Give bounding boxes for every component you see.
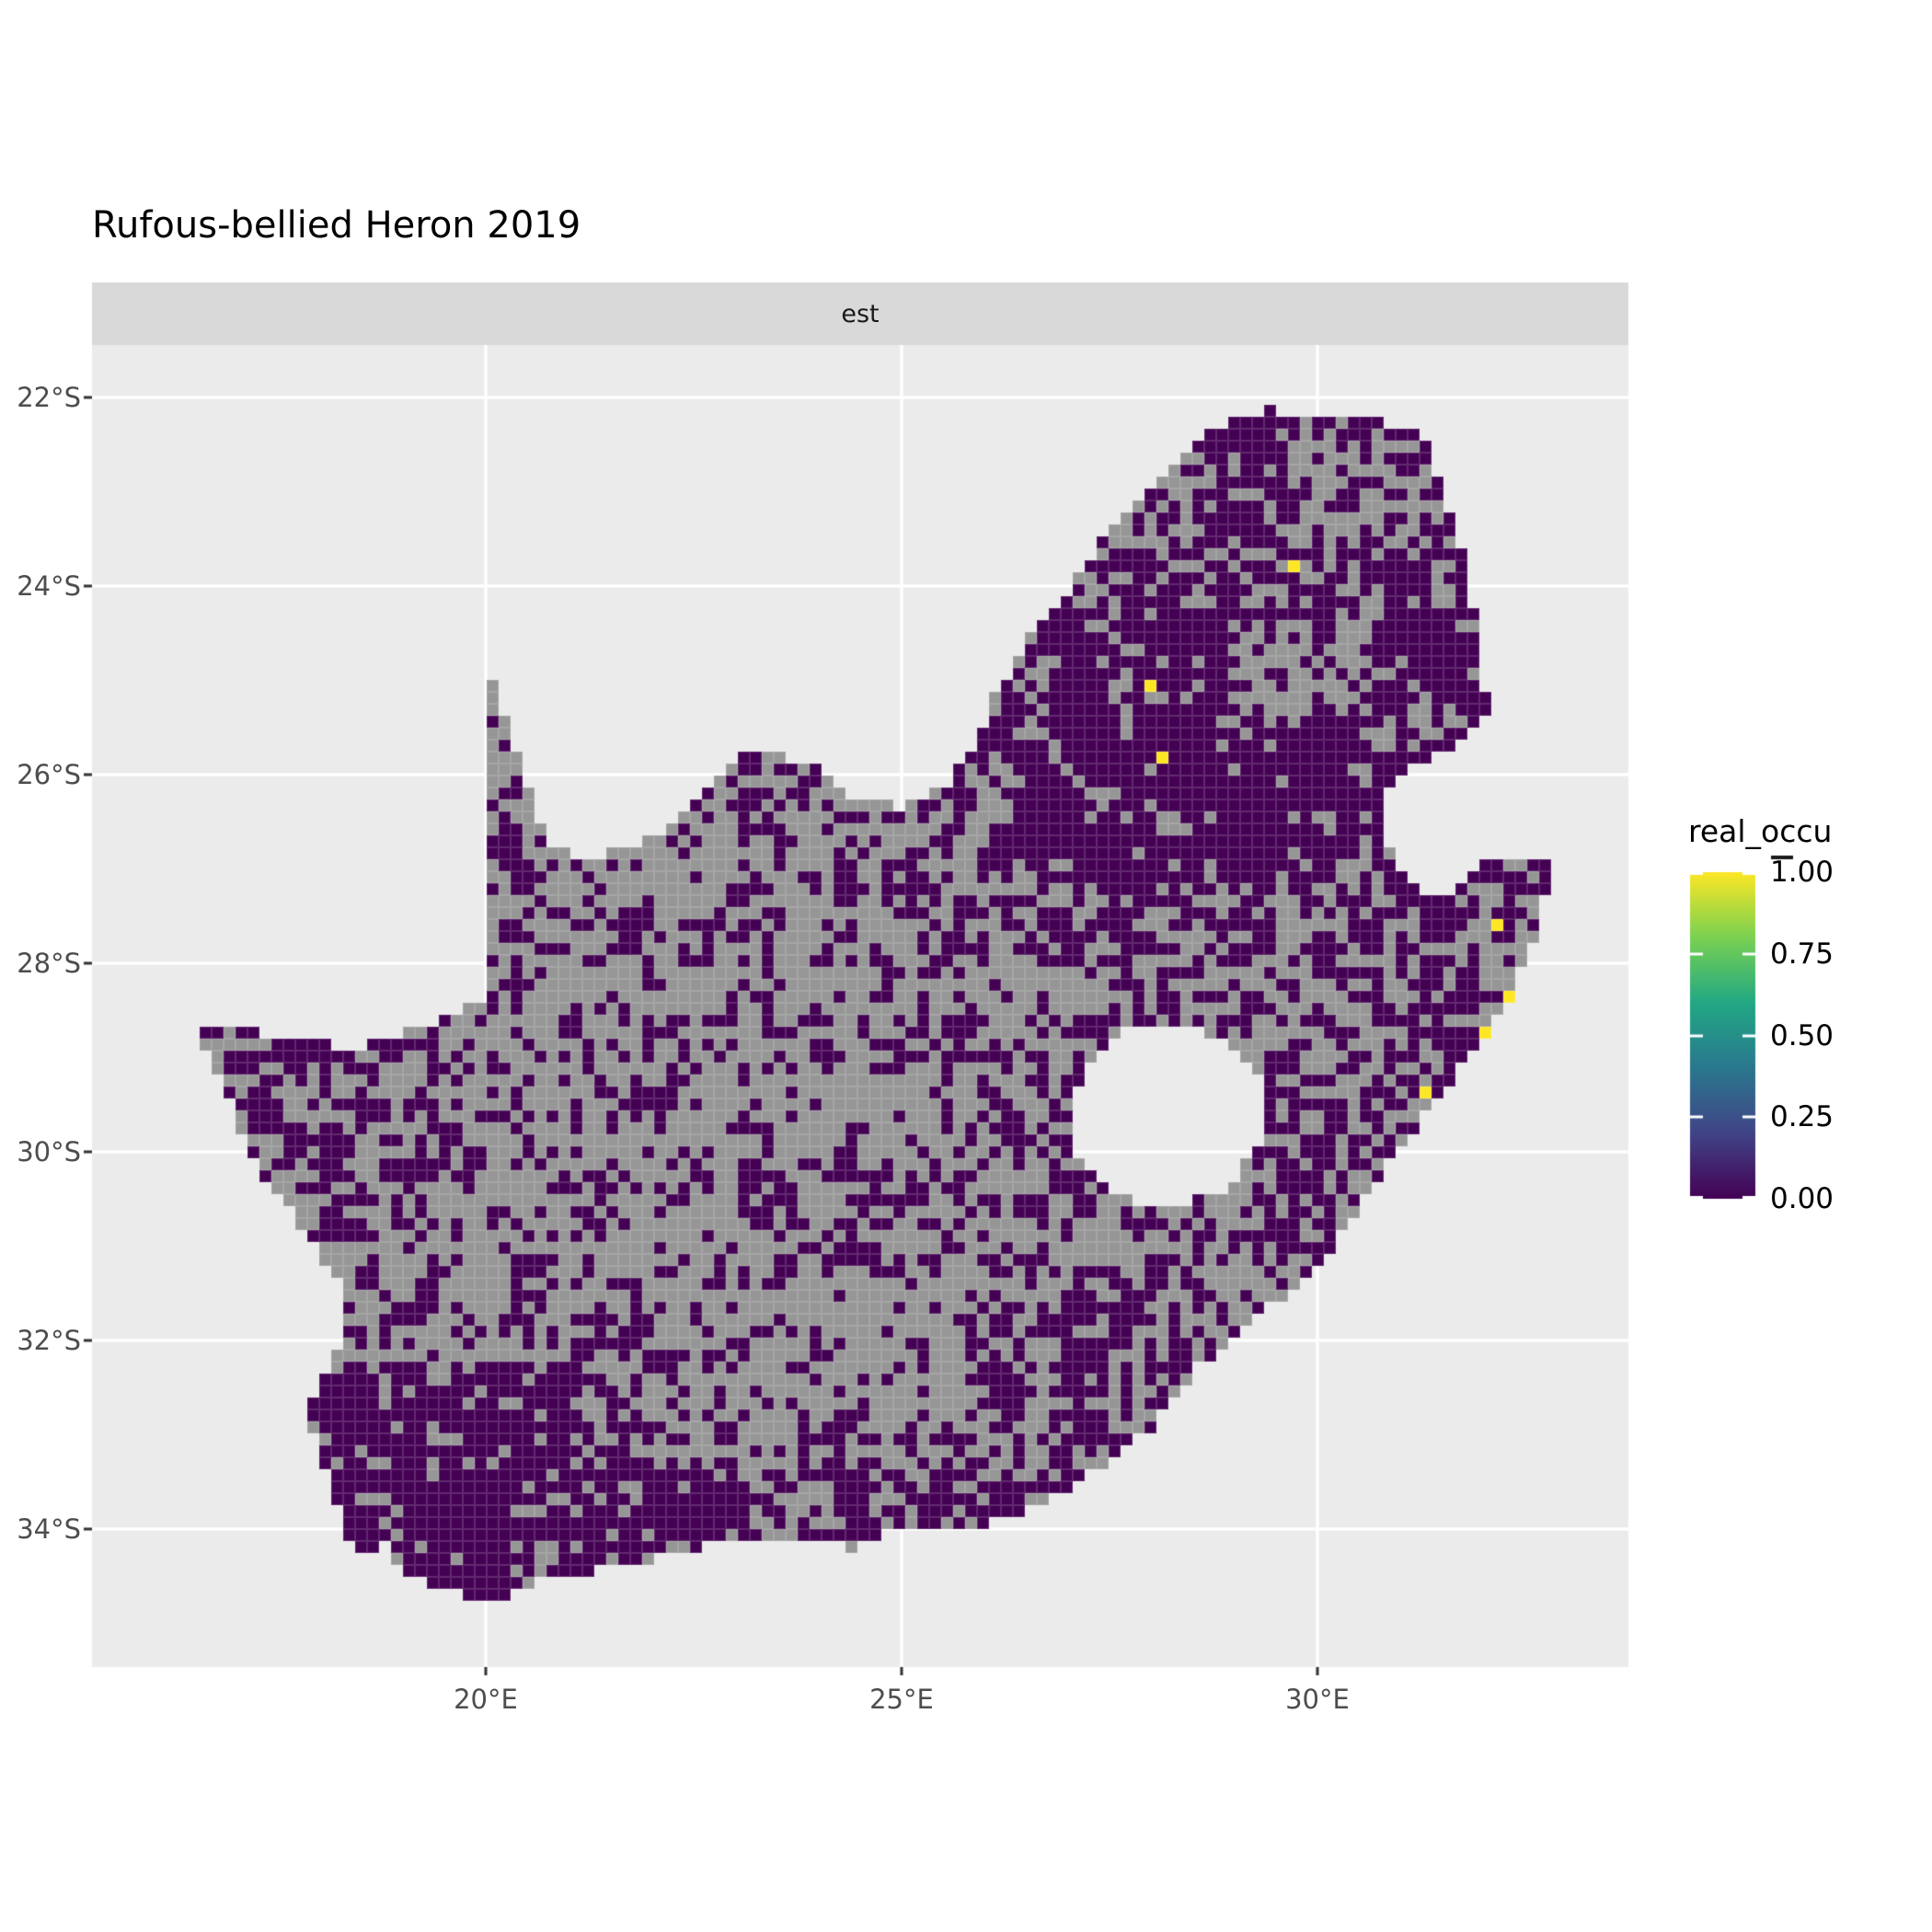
legend-title: real_occu xyxy=(1688,813,1833,849)
x-axis-tick-label: 30°E xyxy=(1285,1684,1350,1715)
y-axis-tick-label: 28°S xyxy=(17,948,81,979)
legend-tick-label: 0.50 xyxy=(1770,1018,1834,1052)
plot-title: Rufous-bellied Heron 2019 xyxy=(92,204,581,247)
legend-tick-label: 0.25 xyxy=(1770,1100,1834,1134)
facet-strip: est xyxy=(92,282,1628,345)
facet-strip-label: est xyxy=(841,299,880,328)
x-axis-tick-label: 20°E xyxy=(454,1684,518,1715)
x-axis-tick-label: 25°E xyxy=(869,1684,934,1715)
y-axis-tick-label: 32°S xyxy=(17,1325,81,1356)
legend-tick-label: 0.75 xyxy=(1770,937,1834,971)
y-axis-tick-label: 34°S xyxy=(17,1513,81,1545)
y-axis-tick-label: 22°S xyxy=(17,382,81,413)
y-axis-tick-label: 24°S xyxy=(17,570,81,602)
y-axis-tick-label: 30°S xyxy=(17,1136,81,1167)
y-axis-tick-label: 26°S xyxy=(17,759,81,790)
legend-tick-label: 0.00 xyxy=(1770,1182,1834,1215)
legend-tick-label: 1.00 xyxy=(1770,856,1834,889)
